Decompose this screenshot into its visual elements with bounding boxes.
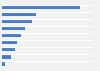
Bar — [2, 5, 80, 9]
Bar — [2, 27, 26, 30]
Bar — [2, 48, 14, 51]
Bar — [2, 55, 11, 59]
Bar — [2, 62, 5, 66]
Bar — [2, 20, 32, 23]
Bar — [2, 12, 36, 16]
Bar — [2, 41, 17, 44]
Bar — [2, 34, 21, 37]
